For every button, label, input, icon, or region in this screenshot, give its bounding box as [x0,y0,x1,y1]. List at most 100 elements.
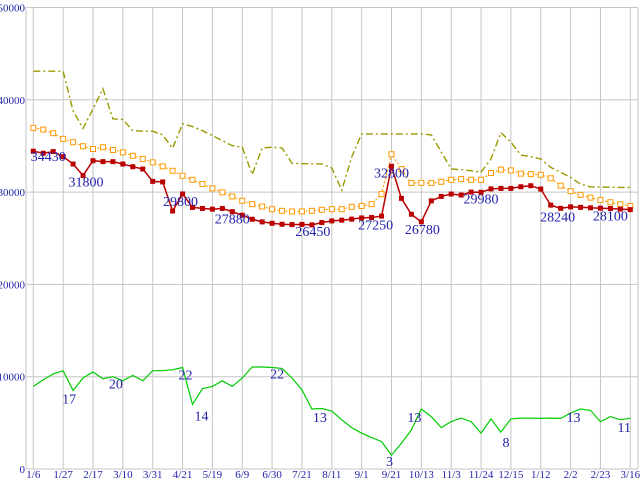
series-price-marker [170,208,176,214]
series-price-marker [568,204,574,210]
y-axis-label: 0 [20,464,26,476]
series-price-marker [90,158,96,164]
series-price-marker [100,159,106,165]
series-price-marker [299,221,305,227]
series-price-marker [199,205,205,211]
x-axis-label: 12/15 [498,469,524,480]
series-lower-indicator-data-label: 14 [195,409,209,424]
series-price-marker [239,212,245,218]
series-mid-band-marker [139,155,146,162]
series-mid-band-marker [547,175,554,182]
series-mid-band-marker [219,189,226,196]
series-price-marker [140,166,146,172]
series-mid-band-marker [209,185,216,192]
series-mid-band-marker [229,193,236,200]
series-mid-band-marker [428,180,435,187]
series-price-marker [389,163,394,169]
series-price-marker [488,186,494,192]
series-price-marker [319,220,325,226]
series-lower-indicator-line [32,366,631,457]
series-mid-band-marker [70,139,77,146]
series-price-marker [408,211,414,217]
x-axis-label: 2/17 [83,469,103,480]
series-price-data-label: 26780 [405,223,440,238]
series-mid-band-marker [99,144,106,151]
series-lower-indicator-data-label: 13 [313,411,327,426]
series-mid-band-marker [488,169,494,176]
series-price-marker [458,192,464,198]
x-axis-label: 3/16 [621,469,640,480]
series-mid-band-marker [179,172,186,179]
x-axis-label: 9/1 [355,469,369,480]
y-axis-label: 20000 [0,279,26,291]
series-mid-band-marker [289,208,295,215]
series-price-marker [219,205,225,211]
x-axis-label: 3/31 [143,469,163,480]
x-axis-label: 10/13 [409,469,435,480]
series-price-marker [329,218,335,224]
x-axis-label: 3/10 [113,469,133,480]
x-axis-label: 7/21 [292,469,312,480]
series-mid-band-marker [50,130,57,137]
series-mid-band-marker [527,171,534,178]
series-mid-band-marker [368,201,375,208]
x-axis-label: 1/27 [53,469,73,480]
x-axis-label: 6/30 [262,469,282,480]
series-price-marker [528,183,534,189]
series-price-data-label: 27250 [358,218,393,233]
series-price-marker [398,195,404,201]
series-price-marker [538,186,544,192]
series-price-marker [558,205,564,211]
y-axis-label: 40000 [0,95,26,107]
series-mid-band-marker [507,167,514,174]
series-price-marker [60,154,66,160]
series-price-marker [339,217,345,223]
series-price-marker [289,222,295,228]
series-price-data-label: 28240 [540,210,575,225]
series-lower-indicator-data-label: 13 [407,411,421,426]
series-price-data-label: 29800 [163,195,198,210]
series-price-marker [478,189,484,195]
series-lower-indicator-data-label: 13 [567,411,581,426]
series-price-marker [80,172,86,178]
x-axis-label: 2/23 [591,469,611,480]
series-price-data-label: 34430 [31,150,66,165]
series-mid-band-marker [109,147,116,154]
series-mid-band-marker [537,171,544,178]
series-price-marker [468,189,474,195]
series-mid-band-marker [80,143,87,150]
series-mid-band-marker [438,178,445,185]
y-axis-label: 10000 [0,372,26,384]
series-price-data-label: 27880 [215,213,250,228]
series-price-marker [269,220,275,226]
series-mid-band-marker [418,179,425,186]
x-axis-label: 1/6 [26,469,41,480]
series-lower-indicator-data-label: 3 [386,455,393,470]
series-mid-band-marker [199,181,206,188]
series-price-marker [279,221,285,227]
x-axis-label: 11/24 [469,469,494,480]
series-mid-band-marker [348,203,355,210]
series-price-marker [418,219,424,225]
series-mid-band-marker [557,182,564,189]
series-mid-band-marker [159,163,166,170]
series-price-marker [50,149,56,155]
series-price-marker [110,159,116,165]
series-price-marker [309,222,315,228]
x-axis-label: 8/11 [322,469,341,480]
series-price-marker [578,204,584,210]
series-price-marker [70,161,76,167]
series-mid-band-marker [328,206,335,213]
series-price-data-label: 28100 [593,210,628,225]
series-price-marker [150,178,156,184]
series-price-marker [607,206,613,212]
series-mid-band-marker [279,207,286,214]
series-mid-band-marker [40,126,47,133]
series-lower-indicator-data-label: 22 [270,367,284,382]
series-mid-band-marker [478,176,485,183]
series-mid-band-marker [338,206,345,213]
y-axis-label: 50000 [0,3,26,15]
series-price-marker [627,207,633,213]
